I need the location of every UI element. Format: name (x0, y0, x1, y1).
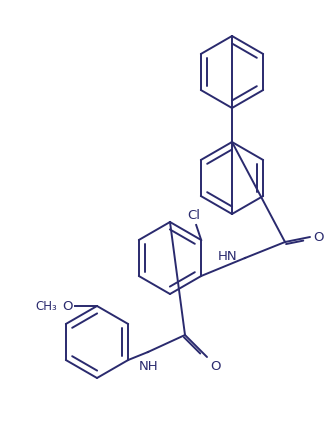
Text: HN: HN (217, 249, 237, 262)
Text: O: O (210, 360, 220, 373)
Text: NH: NH (139, 360, 159, 373)
Text: O: O (313, 230, 323, 243)
Text: Cl: Cl (188, 209, 201, 222)
Text: O: O (62, 300, 73, 313)
Text: CH₃: CH₃ (35, 300, 57, 313)
